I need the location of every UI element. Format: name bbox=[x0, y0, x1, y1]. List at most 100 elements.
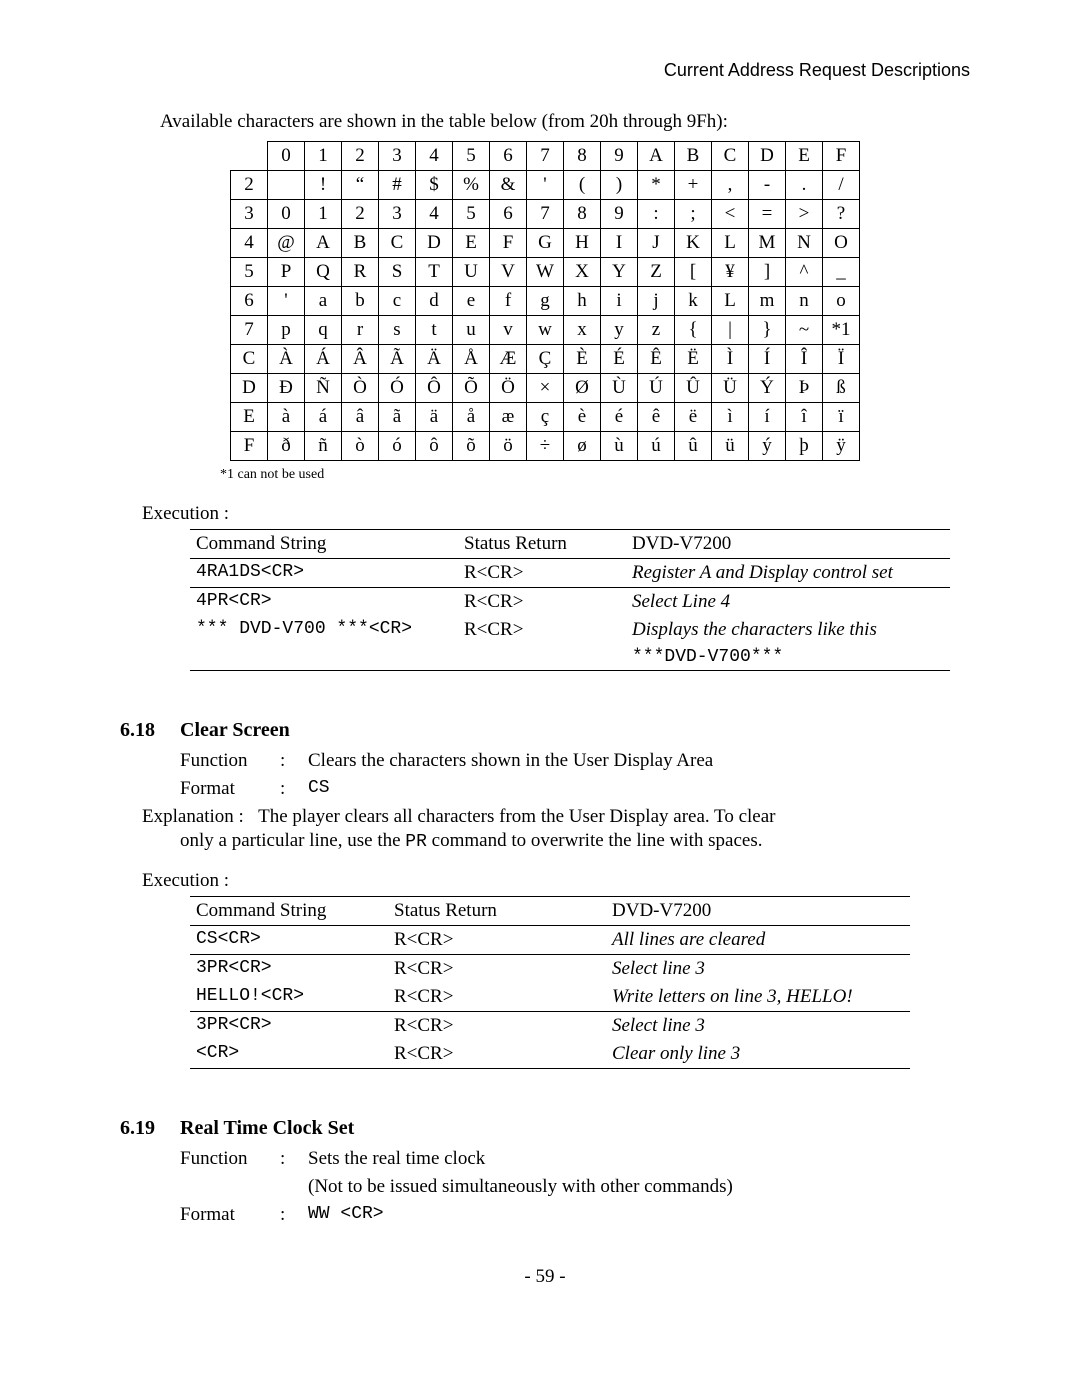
char-cell: k bbox=[675, 287, 712, 316]
page-number: - 59 - bbox=[120, 1266, 970, 1288]
char-cell: & bbox=[490, 171, 527, 200]
char-row-header: C bbox=[231, 345, 268, 374]
exec-status: R<CR> bbox=[458, 559, 626, 588]
char-cell: { bbox=[675, 316, 712, 345]
char-cell: ë bbox=[675, 403, 712, 432]
char-cell: a bbox=[305, 287, 342, 316]
char-cell: Û bbox=[675, 374, 712, 403]
char-cell: Æ bbox=[490, 345, 527, 374]
exec-command: 3PR<CR> bbox=[190, 1012, 388, 1041]
char-cell: Z bbox=[638, 258, 675, 287]
section-title: Real Time Clock Set bbox=[180, 1117, 354, 1140]
char-cell: _ bbox=[823, 258, 860, 287]
char-cell: $ bbox=[416, 171, 453, 200]
char-cell: z bbox=[638, 316, 675, 345]
char-cell: w bbox=[527, 316, 564, 345]
char-cell: Y bbox=[601, 258, 638, 287]
char-cell: m bbox=[749, 287, 786, 316]
char-cell: Õ bbox=[453, 374, 490, 403]
char-cell: ¥ bbox=[712, 258, 749, 287]
char-cell: ] bbox=[749, 258, 786, 287]
char-col-header: 7 bbox=[527, 142, 564, 171]
char-cell: T bbox=[416, 258, 453, 287]
char-cell: y bbox=[601, 316, 638, 345]
char-row-header: 2 bbox=[231, 171, 268, 200]
char-cell: u bbox=[453, 316, 490, 345]
exec-command: *** DVD-V700 ***<CR> bbox=[190, 616, 458, 644]
execution-table-1: Command StringStatus ReturnDVD-V72004RA1… bbox=[190, 529, 950, 671]
char-cell: b bbox=[342, 287, 379, 316]
char-cell: L bbox=[712, 287, 749, 316]
char-cell: O bbox=[823, 229, 860, 258]
char-cell: þ bbox=[786, 432, 823, 461]
char-row-header: D bbox=[231, 374, 268, 403]
char-cell: ÿ bbox=[823, 432, 860, 461]
char-cell: ä bbox=[416, 403, 453, 432]
char-cell: 7 bbox=[527, 200, 564, 229]
char-cell: | bbox=[712, 316, 749, 345]
char-cell: å bbox=[453, 403, 490, 432]
char-cell: Þ bbox=[786, 374, 823, 403]
char-col-header: 9 bbox=[601, 142, 638, 171]
char-cell: 6 bbox=[490, 200, 527, 229]
char-cell: Ã bbox=[379, 345, 416, 374]
char-cell: f bbox=[490, 287, 527, 316]
format-row: Format : WW <CR> bbox=[180, 1204, 970, 1226]
char-cell: á bbox=[305, 403, 342, 432]
exec-command: 4PR<CR> bbox=[190, 588, 458, 617]
char-cell: n bbox=[786, 287, 823, 316]
char-col-header: 2 bbox=[342, 142, 379, 171]
char-cell: H bbox=[564, 229, 601, 258]
char-cell: d bbox=[416, 287, 453, 316]
char-cell: * bbox=[638, 171, 675, 200]
exec-status: R<CR> bbox=[388, 955, 606, 984]
char-cell: Ë bbox=[675, 345, 712, 374]
char-cell: R bbox=[342, 258, 379, 287]
char-cell: 9 bbox=[601, 200, 638, 229]
char-cell: + bbox=[675, 171, 712, 200]
function-value-1: Sets the real time clock bbox=[308, 1148, 485, 1170]
char-cell: G bbox=[527, 229, 564, 258]
char-cell: @ bbox=[268, 229, 305, 258]
char-cell: î bbox=[786, 403, 823, 432]
char-cell bbox=[268, 171, 305, 200]
char-cell: ' bbox=[268, 287, 305, 316]
char-cell: % bbox=[453, 171, 490, 200]
char-cell: Â bbox=[342, 345, 379, 374]
char-cell: í bbox=[749, 403, 786, 432]
char-cell: Å bbox=[453, 345, 490, 374]
char-cell: Ô bbox=[416, 374, 453, 403]
char-cell: = bbox=[749, 200, 786, 229]
char-cell: B bbox=[342, 229, 379, 258]
exec-desc: Write letters on line 3, HELLO! bbox=[606, 983, 910, 1012]
char-cell: 5 bbox=[453, 200, 490, 229]
char-row-header: 4 bbox=[231, 229, 268, 258]
char-cell: Ò bbox=[342, 374, 379, 403]
char-cell: Î bbox=[786, 345, 823, 374]
char-cell: < bbox=[712, 200, 749, 229]
char-cell: ^ bbox=[786, 258, 823, 287]
char-cell: 2 bbox=[342, 200, 379, 229]
char-col-header: D bbox=[749, 142, 786, 171]
function-value: Clears the characters shown in the User … bbox=[308, 750, 713, 772]
char-cell: ù bbox=[601, 432, 638, 461]
char-cell: S bbox=[379, 258, 416, 287]
execution-table-2: Command StringStatus ReturnDVD-V7200CS<C… bbox=[190, 896, 910, 1069]
char-row-header: 7 bbox=[231, 316, 268, 345]
char-cell: # bbox=[379, 171, 416, 200]
function-value-2: (Not to be issued simultaneously with ot… bbox=[308, 1176, 733, 1198]
char-cell: M bbox=[749, 229, 786, 258]
char-col-header: 4 bbox=[416, 142, 453, 171]
exec-status: R<CR> bbox=[388, 926, 606, 955]
table-footnote: *1 can not be used bbox=[220, 467, 970, 483]
char-cell: X bbox=[564, 258, 601, 287]
exec-command: HELLO!<CR> bbox=[190, 983, 388, 1012]
char-cell: 4 bbox=[416, 200, 453, 229]
char-cell: Ñ bbox=[305, 374, 342, 403]
char-cell: Ì bbox=[712, 345, 749, 374]
char-row-header: F bbox=[231, 432, 268, 461]
char-cell: 8 bbox=[564, 200, 601, 229]
format-value: CS bbox=[308, 778, 330, 800]
exec-command: 4RA1DS<CR> bbox=[190, 559, 458, 588]
char-cell: ( bbox=[564, 171, 601, 200]
